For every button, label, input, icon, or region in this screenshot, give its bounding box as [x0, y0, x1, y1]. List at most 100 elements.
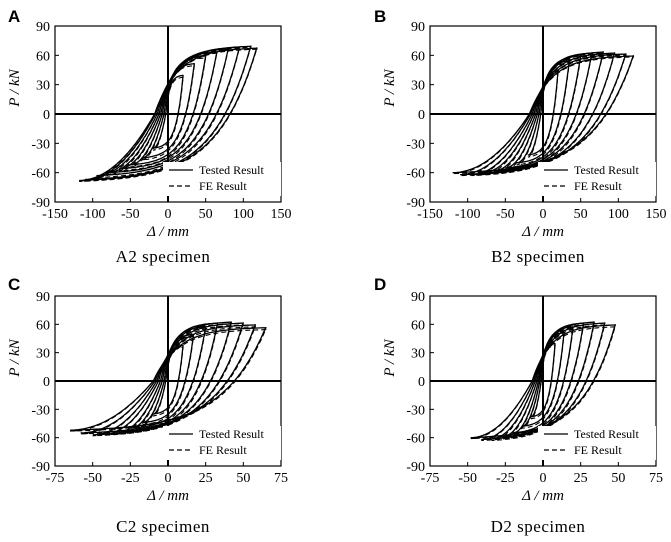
chart-panel-c: C 90 60 30 0 -30 -60 -90-75 -50 -25 0 25 50 75 Δ / mm P… [7, 275, 288, 536]
x-tick-label: 100 [608, 207, 629, 222]
y-tick-label: -90 [406, 460, 425, 475]
y-tick-label: 30 [411, 347, 425, 362]
legend-entry: Tested Result [199, 427, 264, 441]
y-tick-label: 30 [411, 79, 425, 94]
y-axis-label: P / kN [7, 68, 23, 107]
legend-entry: Tested Result [199, 163, 264, 177]
hysteresis-loop [79, 48, 258, 183]
x-tick-label: 150 [271, 207, 292, 222]
x-tick-label: -50 [121, 207, 140, 222]
x-tick-label: -50 [496, 207, 515, 222]
hysteresis-loop [502, 324, 585, 440]
chart-panel-a: A 90 60 30 0 -30 -60 -90-150 -100 -50 0 50 100 150 Δ /… [7, 7, 292, 266]
x-axis-label: Δ / mm [146, 488, 189, 504]
y-tick-label: 30 [36, 347, 50, 362]
series-tested [470, 321, 616, 441]
hysteresis-loop [530, 344, 556, 420]
hysteresis-loop [460, 54, 627, 177]
series-fe [470, 323, 616, 442]
chart-panel-b: B 90 60 30 0 -30 -60 -90-150 -100 -50 0 50 100 150 Δ /… [374, 7, 667, 266]
hysteresis-loop [130, 57, 207, 168]
legend: Tested Result FE Result [163, 426, 281, 460]
x-tick-label: 25 [574, 471, 588, 486]
x-tick-label: 75 [649, 471, 663, 486]
x-axis-label: Δ / mm [521, 224, 564, 240]
legend-background [538, 162, 656, 196]
y-tick-label: -60 [406, 432, 425, 447]
y-tick-label: 60 [36, 49, 50, 64]
hysteresis-loop [96, 47, 241, 179]
hysteresis-loop [141, 65, 195, 161]
y-tick-label: -60 [31, 167, 50, 182]
hysteresis-loop [80, 326, 256, 435]
y-tick-label: -90 [406, 196, 425, 211]
series-fe [452, 52, 634, 177]
panel-caption: D2 specimen [491, 517, 586, 536]
x-tick-label: -25 [496, 471, 515, 486]
y-tick-label: 90 [411, 290, 425, 305]
x-tick-label: 100 [233, 207, 254, 222]
hysteresis-loop [512, 328, 574, 436]
hysteresis-loop [481, 324, 606, 442]
x-tick-label: 0 [540, 207, 547, 222]
hysteresis-loop [481, 322, 606, 441]
x-axis-label: Δ / mm [521, 488, 564, 504]
y-axis-label: P / kN [382, 338, 398, 377]
y-tick-label: -30 [31, 137, 50, 152]
y-axis-label: P / kN [382, 68, 398, 107]
y-tick-label: 60 [36, 318, 50, 333]
x-tick-label: -50 [458, 471, 477, 486]
panel-letter: C [8, 275, 20, 294]
y-tick-label: 30 [36, 79, 50, 94]
y-tick-label: 0 [418, 108, 425, 123]
y-tick-label: 60 [411, 318, 425, 333]
hysteresis-loop [493, 53, 593, 174]
x-axis-label: Δ / mm [146, 224, 189, 240]
hysteresis-loop [152, 346, 184, 417]
hysteresis-loop [452, 55, 635, 174]
legend-background [163, 426, 281, 460]
legend-entry: FE Result [574, 179, 622, 193]
hysteresis-loop [70, 326, 267, 431]
hysteresis-loop [470, 324, 616, 439]
hysteresis-loop [80, 324, 257, 434]
hysteresis-loop [85, 46, 252, 182]
x-tick-label: -50 [83, 471, 102, 486]
panel-letter: B [374, 7, 386, 26]
y-tick-label: -60 [406, 167, 425, 182]
panel-caption: B2 specimen [491, 247, 585, 266]
y-tick-label: -90 [31, 196, 50, 211]
y-tick-label: 0 [43, 375, 50, 390]
legend-background [538, 426, 656, 460]
legend-entry: FE Result [574, 443, 622, 457]
legend-entry: Tested Result [574, 427, 639, 441]
x-tick-label: -75 [421, 471, 440, 486]
y-tick-label: -60 [31, 432, 50, 447]
x-tick-label: 0 [165, 471, 172, 486]
y-tick-label: 90 [36, 20, 50, 35]
legend-entry: Tested Result [574, 163, 639, 177]
hysteresis-loop [470, 326, 616, 440]
hysteresis-loop [104, 323, 232, 436]
x-tick-label: 0 [540, 471, 547, 486]
y-tick-label: -30 [31, 403, 50, 418]
hysteresis-loop [70, 328, 267, 432]
hysteresis-loop [527, 71, 559, 158]
hysteresis-loop [482, 52, 604, 176]
hysteresis-loop [79, 47, 258, 182]
hysteresis-loop [107, 49, 229, 176]
hysteresis-loop [152, 76, 184, 151]
chart-panel-d: D 90 60 30 0 -30 -60 -90-75 -50 -25 0 25 50 75 Δ / mm P… [374, 275, 663, 536]
x-tick-label: 0 [165, 207, 172, 222]
legend: Tested Result FE Result [163, 162, 281, 196]
y-tick-label: 0 [418, 375, 425, 390]
x-tick-label: -100 [455, 207, 481, 222]
hysteresis-loop [92, 324, 244, 437]
y-tick-label: 90 [411, 20, 425, 35]
panel-letter: D [374, 275, 386, 294]
panel-letter: A [8, 7, 20, 26]
panel-caption: A2 specimen [116, 247, 211, 266]
y-axis-label: P / kN [7, 338, 23, 377]
x-tick-label: -75 [46, 471, 65, 486]
